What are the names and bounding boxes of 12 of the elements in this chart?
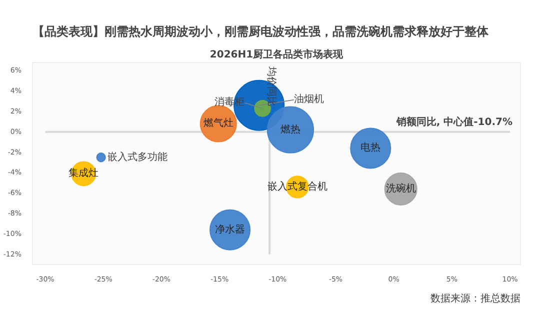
series-label: 燃热 bbox=[280, 123, 300, 136]
series-label: 油烟机 bbox=[294, 92, 324, 105]
source-note: 数据来源：推总数据 bbox=[430, 292, 520, 304]
series-label: 净水器 bbox=[215, 223, 246, 236]
x-axis-title: 销额同比, 中心值-10.7% bbox=[395, 116, 512, 128]
chart-title: 【品类表现】刚需热水周期波动小，刚需厨电波动性强，品需洗碗机需求释放好于整体 bbox=[32, 24, 490, 38]
series-label: 电热 bbox=[360, 142, 381, 154]
y-axis-title: 均价同比 bbox=[266, 66, 278, 106]
series-label: 燃气灶 bbox=[203, 117, 234, 130]
series-label: 洗碗机 bbox=[386, 182, 416, 195]
chart-subtitle: 2026H1厨卫各品类市场表现 bbox=[210, 48, 344, 60]
series-label: 嵌入式多功能 bbox=[107, 150, 168, 163]
